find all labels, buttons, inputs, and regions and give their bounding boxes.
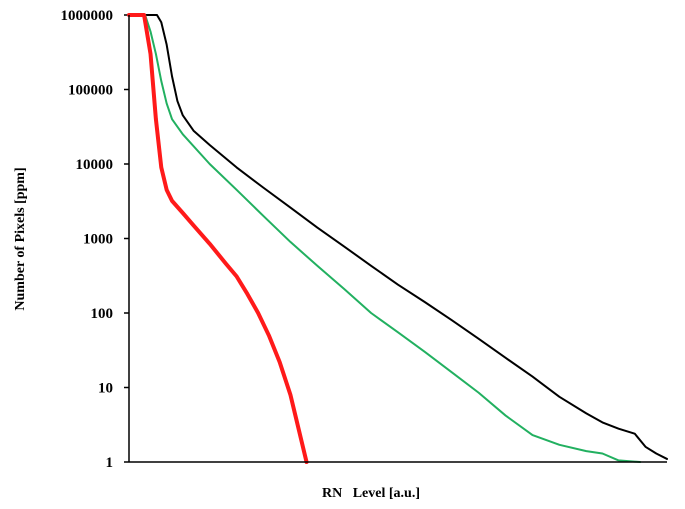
series-line-3 bbox=[127, 13, 309, 464]
y-ticks bbox=[124, 14, 129, 463]
y-tick-labels: 1 10 100 1000 10000 100000 1000000 bbox=[61, 8, 114, 471]
series-line-1 bbox=[128, 14, 668, 460]
y-tick-label: 100000 bbox=[68, 83, 113, 99]
y-tick-label: 1 bbox=[106, 455, 114, 471]
x-axis-label: RN Level [a.u.] bbox=[322, 486, 420, 501]
y-tick-label: 100 bbox=[91, 306, 114, 322]
y-tick-label: 1000000 bbox=[61, 8, 114, 24]
y-tick-label: 1000 bbox=[83, 232, 113, 248]
y-tick-label: 10000 bbox=[76, 157, 114, 173]
series-line-2 bbox=[128, 14, 642, 463]
series-layer bbox=[127, 13, 668, 464]
y-axis-label: Number of Pixels [ppm] bbox=[13, 167, 28, 310]
y-tick-label: 10 bbox=[98, 381, 113, 397]
